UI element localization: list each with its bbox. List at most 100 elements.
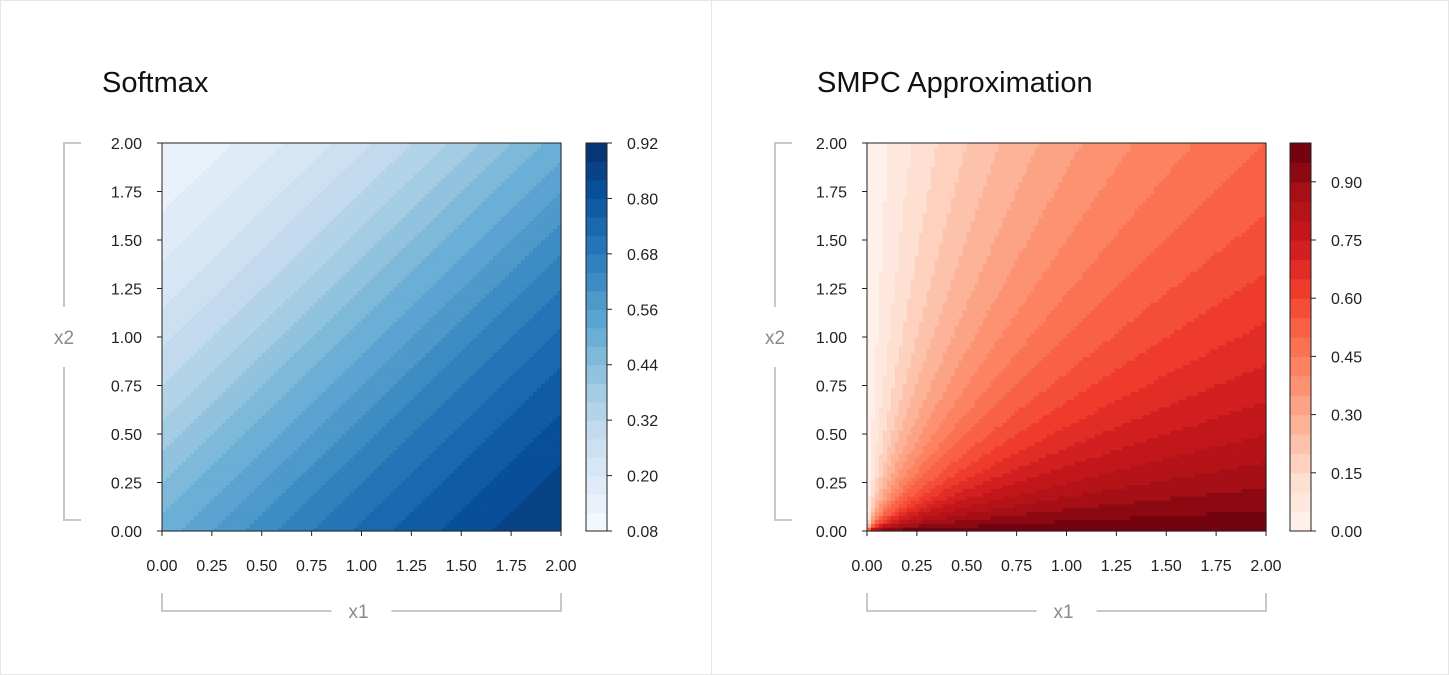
heatmap-cell	[325, 484, 331, 489]
heatmap-cell	[445, 472, 450, 478]
heatmap-cell	[201, 383, 207, 389]
heatmap-cell	[201, 503, 207, 509]
heatmap-cell	[385, 488, 391, 493]
heatmap-cell	[417, 488, 422, 493]
heatmap-cell	[433, 519, 438, 524]
heatmap-cell	[341, 352, 347, 357]
heatmap-cell	[189, 437, 195, 443]
heatmap-cell	[405, 472, 410, 478]
heatmap-cell	[389, 507, 395, 513]
heatmap-cell	[225, 352, 231, 357]
heatmap-cell	[521, 480, 526, 486]
heatmap-cell	[337, 368, 343, 373]
heatmap-cell	[177, 515, 183, 520]
heatmap-cell	[393, 430, 399, 435]
heatmap-cell	[281, 387, 287, 392]
heatmap-cell	[373, 449, 379, 454]
heatmap-cell	[461, 426, 466, 431]
heatmap-cell	[237, 379, 243, 385]
heatmap-cell	[361, 457, 367, 462]
heatmap-cell	[241, 344, 247, 350]
heatmap-cell	[497, 468, 502, 474]
heatmap-cell	[357, 457, 363, 462]
heatmap-cell	[449, 441, 454, 447]
heatmap-cell	[393, 391, 399, 396]
heatmap-cell	[297, 472, 303, 478]
heatmap-cell	[201, 480, 207, 486]
heatmap-cell	[297, 368, 303, 373]
heatmap-cell	[193, 344, 199, 350]
heatmap-cell	[181, 368, 187, 373]
heatmap-cell	[397, 352, 402, 357]
heatmap-cell	[245, 465, 251, 470]
heatmap-cell	[513, 364, 518, 369]
heatmap-cell	[485, 348, 490, 354]
heatmap-cell	[469, 453, 474, 458]
heatmap-cell	[513, 360, 518, 365]
heatmap-cell	[453, 406, 458, 412]
heatmap-cell	[409, 480, 414, 486]
heatmap-cell	[213, 499, 219, 505]
heatmap-cell	[261, 507, 267, 513]
heatmap-cell	[473, 344, 478, 350]
heatmap-cell	[441, 340, 446, 346]
heatmap-cell	[169, 418, 175, 423]
heatmap-cell	[225, 422, 231, 427]
heatmap-cell	[193, 387, 199, 392]
heatmap-cell	[197, 476, 203, 482]
heatmap-cell	[229, 395, 235, 400]
heatmap-cell	[397, 375, 402, 381]
heatmap-cell	[445, 395, 450, 400]
heatmap-cell	[405, 480, 410, 486]
heatmap-cell	[493, 410, 498, 416]
heatmap-cell	[273, 340, 279, 346]
heatmap-cell	[293, 472, 299, 478]
heatmap-cell	[521, 340, 526, 346]
heatmap-cell	[513, 402, 518, 408]
heatmap-cell	[305, 414, 311, 420]
heatmap-cell	[205, 441, 211, 447]
heatmap-cell	[309, 387, 315, 392]
heatmap-cell	[509, 414, 514, 420]
heatmap-cell	[489, 434, 494, 439]
heatmap-cell	[481, 515, 486, 520]
heatmap-cell	[165, 418, 171, 423]
heatmap-cell	[461, 515, 466, 520]
heatmap-cell	[281, 457, 287, 462]
heatmap-cell	[389, 387, 395, 392]
heatmap-cell	[437, 503, 442, 509]
heatmap-cell	[473, 523, 478, 528]
heatmap-cell	[261, 434, 267, 439]
heatmap-cell	[241, 348, 247, 354]
heatmap-cell	[277, 395, 283, 400]
heatmap-cell	[469, 356, 474, 361]
heatmap-cell	[489, 418, 494, 423]
heatmap-cell	[433, 364, 438, 369]
heatmap-cell	[181, 364, 187, 369]
heatmap-cell	[537, 484, 542, 489]
heatmap-cell	[333, 406, 339, 412]
heatmap-cell	[313, 499, 319, 505]
heatmap-cell	[525, 484, 530, 489]
heatmap-cell	[493, 337, 498, 342]
heatmap-cell	[301, 511, 307, 517]
heatmap-cell	[469, 476, 474, 482]
heatmap-cell	[309, 344, 315, 350]
heatmap-cell	[325, 364, 331, 369]
heatmap-cell	[529, 344, 534, 350]
heatmap-cell	[289, 368, 295, 373]
heatmap-cell	[513, 511, 518, 517]
heatmap-cell	[525, 352, 530, 357]
heatmap-cell	[297, 344, 303, 350]
heatmap-cell	[501, 410, 506, 416]
heatmap-cell	[253, 461, 259, 466]
heatmap-cell	[165, 337, 171, 342]
heatmap-cell	[449, 480, 454, 486]
heatmap-cell	[537, 519, 542, 524]
heatmap-cell	[413, 360, 418, 365]
heatmap-cell	[381, 453, 387, 458]
heatmap-cell	[497, 414, 502, 420]
heatmap-cell	[465, 337, 470, 342]
heatmap-cell	[349, 434, 355, 439]
heatmap-cell	[381, 484, 387, 489]
